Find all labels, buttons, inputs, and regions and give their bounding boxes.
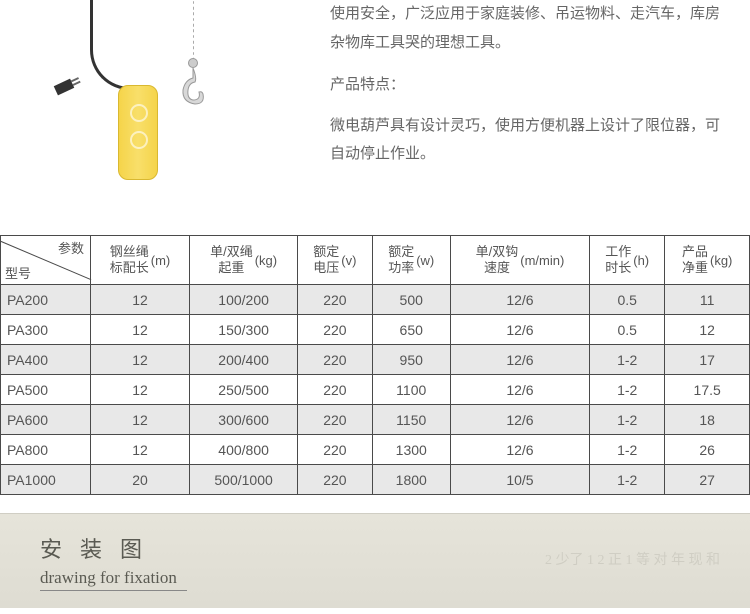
bottom-strip: 安装图 drawing for fixation 2 少了 1 2 正 1 等 … [0, 513, 750, 608]
col-header: 产品净重(kg) [665, 236, 750, 285]
table-cell: 220 [298, 345, 372, 375]
table-cell: 11 [665, 285, 750, 315]
table-cell: 300/600 [189, 405, 297, 435]
table-cell: PA500 [1, 375, 91, 405]
table-cell: PA200 [1, 285, 91, 315]
top-section: 使用安全，广泛应用于家庭装修、吊运物料、走汽车，库房杂物库工具哭的理想工具。 产… [0, 0, 750, 235]
table-cell: 12/6 [450, 375, 589, 405]
table-cell: 1100 [372, 375, 450, 405]
table-cell: 12 [91, 315, 190, 345]
table-header-row: 参数 型号 钢丝绳标配长(m) 单/双绳起重(kg) 额定电压(v) 额定功率(… [1, 236, 750, 285]
table-cell: 150/300 [189, 315, 297, 345]
spec-table: 参数 型号 钢丝绳标配长(m) 单/双绳起重(kg) 额定电压(v) 额定功率(… [0, 235, 750, 495]
controller-assembly [60, 0, 158, 180]
table-cell: 220 [298, 465, 372, 495]
table-cell: 26 [665, 435, 750, 465]
table-cell: 12 [91, 435, 190, 465]
header-params: 参数 [58, 238, 84, 257]
table-cell: 10/5 [450, 465, 589, 495]
table-cell: 200/400 [189, 345, 297, 375]
features-text: 微电葫芦具有设计灵巧，使用方便机器上设计了限位器，可自动停止作业。 [330, 112, 720, 169]
col-header: 钢丝绳标配长(m) [91, 236, 190, 285]
table-cell: 220 [298, 285, 372, 315]
table-cell: 500/1000 [189, 465, 297, 495]
table-cell: 1150 [372, 405, 450, 435]
plug-icon [54, 79, 75, 96]
features-label: 产品特点： [330, 71, 720, 100]
table-cell: 1-2 [590, 345, 665, 375]
col-header: 额定功率(w) [372, 236, 450, 285]
install-title-en: drawing for fixation [40, 568, 187, 591]
table-cell: 12/6 [450, 435, 589, 465]
intro-text: 使用安全，广泛应用于家庭装修、吊运物料、走汽车，库房杂物库工具哭的理想工具。 [330, 0, 720, 57]
table-cell: 1-2 [590, 375, 665, 405]
table-cell: 12 [91, 405, 190, 435]
col-header: 单/双绳起重(kg) [189, 236, 297, 285]
table-cell: 220 [298, 315, 372, 345]
table-cell: 20 [91, 465, 190, 495]
diagonal-header: 参数 型号 [1, 236, 90, 284]
faded-decor: 2 少了 1 2 正 1 等 对 年 现 和 [545, 549, 720, 569]
table-cell: 650 [372, 315, 450, 345]
table-row: PA20012100/20022050012/60.511 [1, 285, 750, 315]
table-cell: 0.5 [590, 315, 665, 345]
col-header: 单/双钩速度(m/min) [450, 236, 589, 285]
table-row: PA60012300/600220115012/61-218 [1, 405, 750, 435]
table-cell: 18 [665, 405, 750, 435]
table-cell: 220 [298, 435, 372, 465]
power-cable [90, 0, 140, 90]
table-row: PA100020500/1000220180010/51-227 [1, 465, 750, 495]
table-cell: 500 [372, 285, 450, 315]
table-cell: 100/200 [189, 285, 297, 315]
table-cell: 1-2 [590, 405, 665, 435]
table-cell: 220 [298, 405, 372, 435]
table-row: PA40012200/40022095012/61-217 [1, 345, 750, 375]
table-cell: 12/6 [450, 345, 589, 375]
hook-assembly [175, 0, 211, 116]
table-cell: 250/500 [189, 375, 297, 405]
table-cell: 1-2 [590, 465, 665, 495]
table-cell: 220 [298, 375, 372, 405]
table-cell: 1300 [372, 435, 450, 465]
table-cell: PA800 [1, 435, 91, 465]
header-model: 型号 [5, 263, 31, 282]
table-cell: 12 [91, 285, 190, 315]
description-block: 使用安全，广泛应用于家庭装修、吊运物料、走汽车，库房杂物库工具哭的理想工具。 产… [280, 0, 750, 220]
table-cell: 950 [372, 345, 450, 375]
table-cell: 12/6 [450, 285, 589, 315]
table-cell: 1800 [372, 465, 450, 495]
table-cell: 12/6 [450, 405, 589, 435]
table-cell: 0.5 [590, 285, 665, 315]
table-body: PA20012100/20022050012/60.511PA30012150/… [1, 285, 750, 495]
controller-body [118, 85, 158, 180]
table-cell: 27 [665, 465, 750, 495]
table-cell: 12 [91, 375, 190, 405]
table-cell: PA1000 [1, 465, 91, 495]
table-row: PA30012150/30022065012/60.512 [1, 315, 750, 345]
table-cell: PA400 [1, 345, 91, 375]
table-cell: PA600 [1, 405, 91, 435]
table-cell: PA300 [1, 315, 91, 345]
table-cell: 17.5 [665, 375, 750, 405]
table-row: PA50012250/500220110012/61-217.5 [1, 375, 750, 405]
col-header: 额定电压(v) [298, 236, 372, 285]
col-header: 工作时长(h) [590, 236, 665, 285]
table-cell: 400/800 [189, 435, 297, 465]
table-cell: 12 [665, 315, 750, 345]
table-cell: 12/6 [450, 315, 589, 345]
table-row: PA80012400/800220130012/61-226 [1, 435, 750, 465]
table-cell: 12 [91, 345, 190, 375]
table-cell: 1-2 [590, 435, 665, 465]
product-image [0, 0, 280, 220]
table-cell: 17 [665, 345, 750, 375]
